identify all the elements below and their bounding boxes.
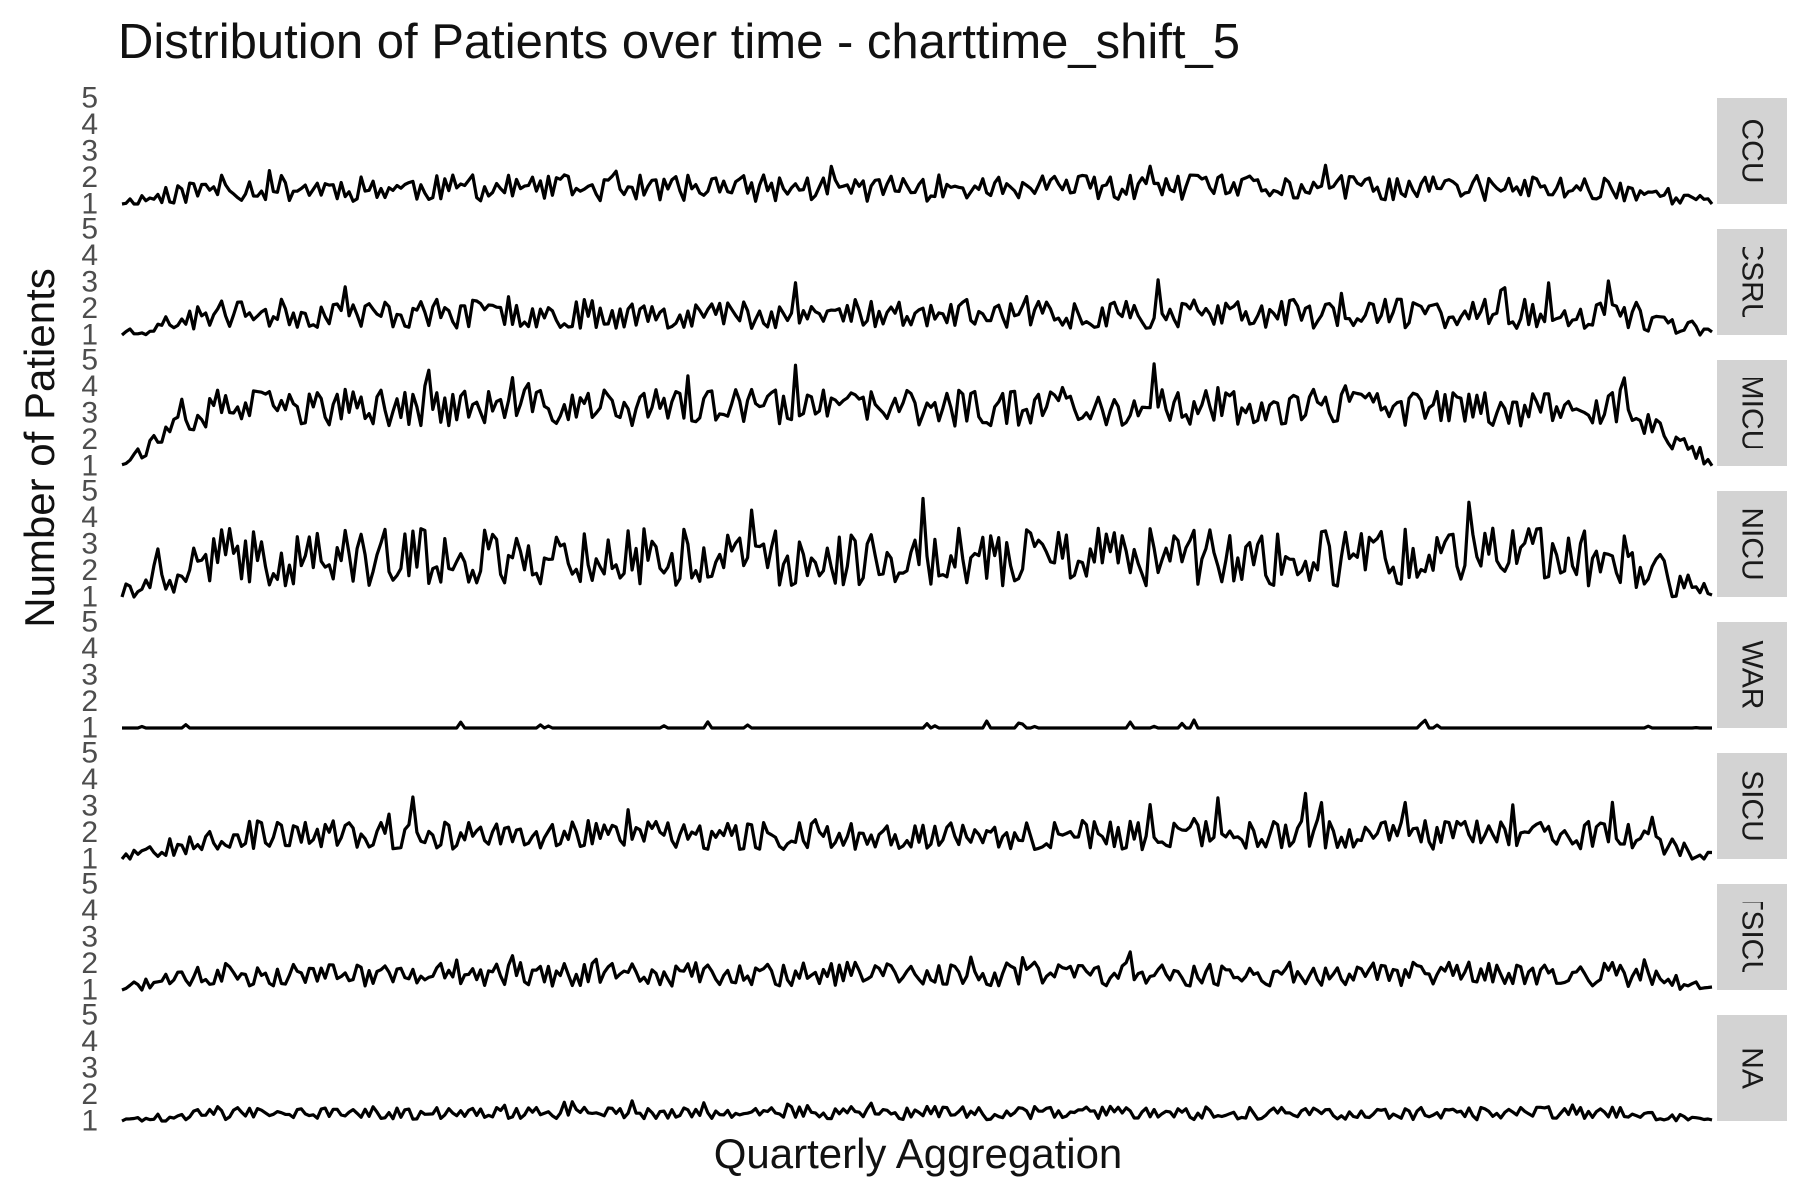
series-line-nward	[122, 718, 1712, 730]
y-tick-label: 5	[81, 868, 98, 901]
facet-strip-label: CCU	[1736, 119, 1769, 184]
facet-strip-ccu	[1717, 98, 1787, 204]
series-line-micu	[121, 362, 1714, 467]
y-tick-label: 4	[81, 1025, 98, 1058]
facet-strip-csru	[1717, 229, 1787, 335]
y-tick-label: 1	[81, 188, 98, 221]
y-tick-label: 5	[81, 475, 98, 508]
y-tick-label: 3	[81, 397, 98, 430]
y-tick-label: 5	[81, 344, 98, 377]
y-tick-label: 5	[81, 213, 98, 246]
y-tick-label: 4	[81, 632, 98, 665]
facet-strip-na	[1717, 1015, 1787, 1121]
y-tick-label: 4	[81, 894, 98, 927]
series-line-ccu	[121, 163, 1714, 206]
series-line-csru	[120, 278, 1713, 337]
y-tick-label: 4	[81, 370, 98, 403]
y-tick-label: 4	[81, 763, 98, 796]
facet-strip-label: NWARD	[1736, 619, 1769, 731]
y-tick-label: 1	[81, 450, 98, 483]
facet-strip-label: MICU	[1736, 375, 1769, 452]
y-tick-label: 3	[81, 921, 98, 954]
y-tick-label: 1	[81, 843, 98, 876]
y-tick-label: 3	[81, 528, 98, 561]
y-tick-label: 4	[81, 501, 98, 534]
y-tick-label: 3	[81, 135, 98, 168]
y-tick-label: 5	[81, 82, 98, 115]
facet-strip-nicu	[1717, 491, 1787, 597]
series-line-nicu	[120, 496, 1713, 599]
facet-strip-label: TSICU	[1736, 892, 1769, 982]
x-axis-title: Quarterly Aggregation	[713, 1130, 1123, 1177]
chart-title: Distribution of Patients over time - cha…	[118, 15, 1241, 69]
y-tick-label: 2	[81, 554, 98, 587]
y-tick-label: 5	[81, 999, 98, 1032]
facet-strip-label: CSRU	[1736, 239, 1769, 324]
facet-strip-label: NA	[1736, 1047, 1769, 1089]
y-tick-label: 4	[81, 239, 98, 272]
y-tick-label: 1	[81, 319, 98, 352]
facet-strip-tsicu	[1717, 884, 1787, 990]
y-tick-label: 4	[81, 108, 98, 141]
y-tick-label: 1	[81, 712, 98, 745]
y-tick-label: 2	[81, 1078, 98, 1111]
series-line-tsicu	[121, 950, 1713, 992]
y-tick-label: 1	[81, 1105, 98, 1138]
y-tick-label: 3	[81, 659, 98, 692]
y-tick-label: 1	[81, 974, 98, 1007]
y-tick-label: 3	[81, 266, 98, 299]
y-tick-label: 1	[81, 581, 98, 614]
facet-strip-label: SICU	[1736, 770, 1769, 842]
y-tick-label: 2	[81, 947, 98, 980]
y-tick-label: 5	[81, 606, 98, 639]
y-tick-label: 2	[81, 161, 98, 194]
facet-strip-sicu	[1717, 753, 1787, 859]
y-tick-label: 3	[81, 1052, 98, 1085]
facet-strip-label: NICU	[1736, 507, 1769, 580]
facet-strip-micu	[1717, 360, 1787, 466]
series-line-sicu	[120, 791, 1713, 861]
y-tick-label: 2	[81, 816, 98, 849]
facet-strip-nward	[1717, 622, 1787, 728]
y-tick-label: 2	[81, 685, 98, 718]
y-tick-label: 2	[81, 292, 98, 325]
series-line-na	[121, 1099, 1713, 1123]
y-tick-label: 3	[81, 790, 98, 823]
y-tick-label: 5	[81, 737, 98, 770]
y-tick-label: 2	[81, 423, 98, 456]
